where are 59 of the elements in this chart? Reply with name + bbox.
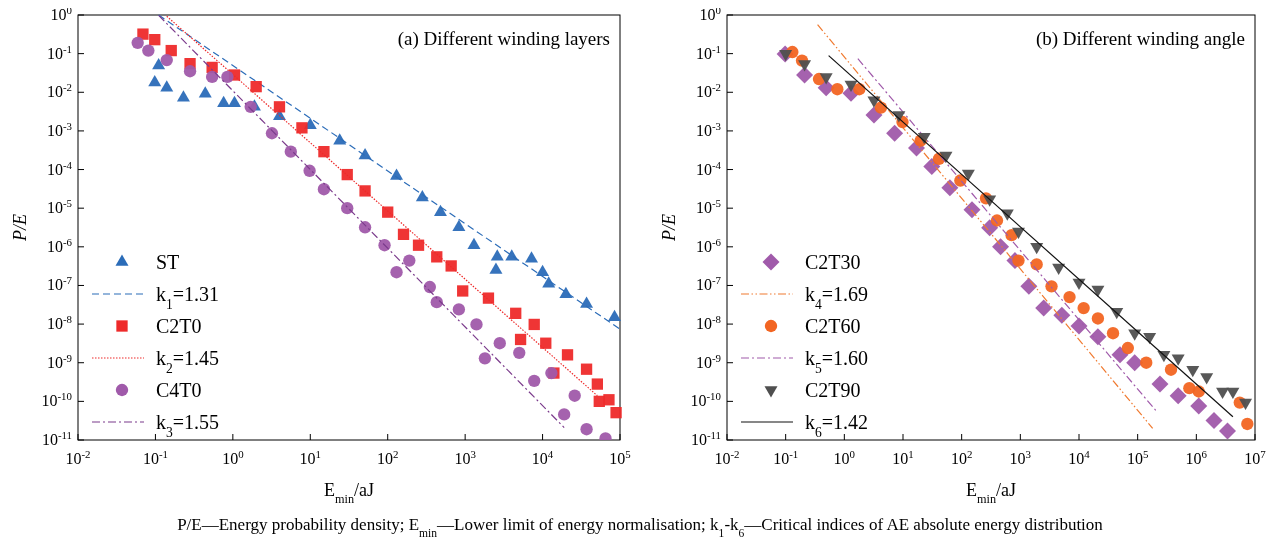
y-tick-label: 10$^{-4}$ bbox=[695, 158, 722, 178]
y-tick-label: 10$^{-2}$ bbox=[46, 81, 72, 101]
y-tick-label: 10$^{-9}$ bbox=[695, 351, 721, 371]
legend-label: k$_{6}$=1.42 bbox=[805, 411, 869, 440]
x-tick-label: 10$^{-1}$ bbox=[142, 448, 168, 467]
y-tick-label: 10$^{-1}$ bbox=[46, 42, 72, 62]
legend-label: C2T30 bbox=[805, 251, 861, 273]
y-tick-label: 10$^{-4}$ bbox=[46, 158, 73, 178]
x-tick-label: 10$^{-2}$ bbox=[65, 448, 91, 467]
legend-label: k$_{2}$=1.45 bbox=[156, 347, 220, 376]
x-tick-label: 10$^{5}$ bbox=[1126, 448, 1149, 467]
legend-label: ST bbox=[156, 251, 180, 273]
x-tick-label: 10$^{6}$ bbox=[1185, 448, 1208, 467]
y-tick-label: 10$^{-11}$ bbox=[41, 429, 72, 448]
y-tick-label: 10$^{-2}$ bbox=[695, 81, 721, 101]
x-tick-label: 10$^{5}$ bbox=[609, 448, 632, 467]
x-tick-label: 10$^{4}$ bbox=[1068, 448, 1091, 467]
y-tick-label: 10$^{-6}$ bbox=[46, 235, 73, 255]
y-tick-label: 10$^{-5}$ bbox=[46, 197, 73, 217]
x-tick-label: 10$^{1}$ bbox=[299, 448, 321, 467]
y-tick-label: 10$^{-8}$ bbox=[46, 313, 73, 333]
y-tick-label: 10$^{-3}$ bbox=[46, 119, 73, 139]
legend-label: k$_{1}$=1.31 bbox=[156, 283, 220, 312]
x-tick-label: 10$^{0}$ bbox=[222, 448, 245, 467]
y-tick-label: 10$^{-11}$ bbox=[690, 429, 721, 448]
x-tick-label: 10$^{7}$ bbox=[1244, 448, 1267, 467]
x-tick-label: 10$^{1}$ bbox=[892, 448, 914, 467]
text: (a) Different winding layers bbox=[397, 28, 610, 50]
y-tick-label: 10$^{-7}$ bbox=[695, 274, 722, 294]
text: P/E—Energy probability density; E$_{min}$—Lower limit of energy normalisation; k$_{1}$-k$_{6}$—Critical indices of AE absolute energy distribution bbox=[177, 515, 1104, 540]
text: (b) Different winding angle bbox=[1035, 28, 1245, 50]
legend-label: k$_{4}$=1.69 bbox=[805, 283, 869, 312]
x-axis-title: E$_{min}$/aJ bbox=[965, 480, 1017, 506]
legend-label: k$_{3}$=1.55 bbox=[156, 411, 220, 440]
x-tick-label: 10$^{-2}$ bbox=[714, 448, 740, 467]
y-tick-label: 10$^{-3}$ bbox=[695, 119, 722, 139]
x-tick-label: 10$^{3}$ bbox=[454, 448, 477, 467]
y-tick-label: 10$^{-9}$ bbox=[46, 351, 72, 371]
y-tick-label: 10$^{-8}$ bbox=[695, 313, 722, 333]
y-axis-title: P/E bbox=[659, 214, 679, 242]
legend-label: C2T60 bbox=[805, 315, 861, 337]
legend-label: k$_{5}$=1.60 bbox=[805, 347, 869, 376]
y-tick-label: 10$^{-10}$ bbox=[690, 390, 722, 410]
x-tick-label: 10$^{2}$ bbox=[377, 448, 399, 467]
x-tick-label: 10$^{3}$ bbox=[1009, 448, 1032, 467]
legend-label: C4T0 bbox=[156, 379, 202, 401]
legend-label: C2T0 bbox=[156, 315, 202, 337]
y-tick-label: 10$^{-10}$ bbox=[41, 390, 73, 410]
x-tick-label: 10$^{0}$ bbox=[833, 448, 856, 467]
legend-label: C2T90 bbox=[805, 379, 861, 401]
y-tick-label: 10$^{-7}$ bbox=[46, 274, 73, 294]
y-tick-label: 10$^{-5}$ bbox=[695, 197, 722, 217]
y-tick-label: 10$^{-1}$ bbox=[695, 42, 721, 62]
x-tick-label: 10$^{-1}$ bbox=[773, 448, 799, 467]
x-tick-label: 10$^{2}$ bbox=[950, 448, 973, 467]
x-axis-title: E$_{min}$/aJ bbox=[323, 480, 375, 506]
y-axis-title: P/E bbox=[10, 214, 30, 242]
y-tick-label: 10$^{-6}$ bbox=[695, 235, 722, 255]
x-tick-label: 10$^{4}$ bbox=[531, 448, 554, 467]
